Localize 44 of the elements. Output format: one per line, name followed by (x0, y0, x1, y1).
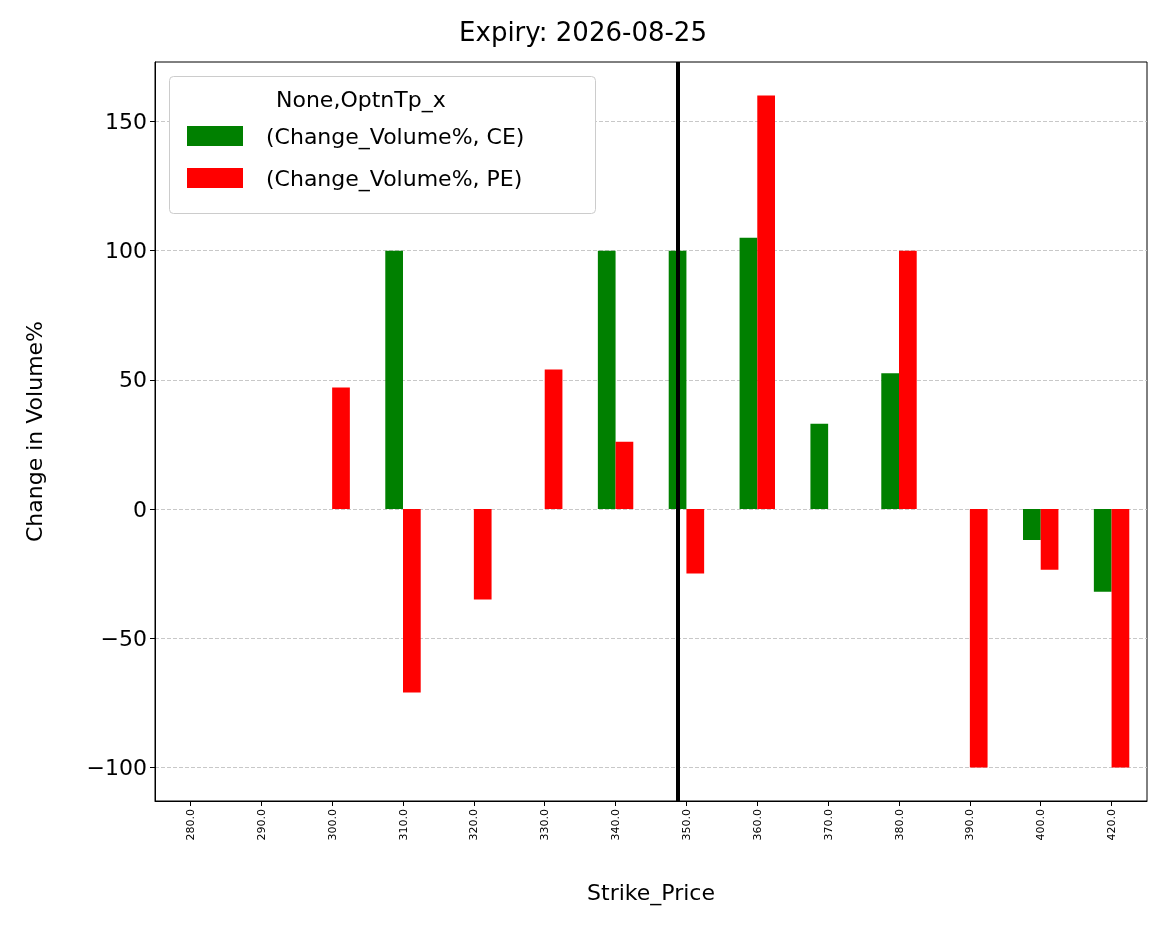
bar (1111, 509, 1130, 768)
x-tick-label: 380.0 (892, 809, 906, 841)
y-tick-label: 0 (133, 496, 147, 522)
bar (1040, 509, 1059, 570)
bar (969, 509, 988, 768)
y-tick-label: 100 (105, 238, 147, 264)
x-tick-label: 310.0 (396, 809, 410, 841)
x-tick-label: 360.0 (750, 809, 764, 841)
bar (403, 509, 421, 693)
x-tick-label: 350.0 (679, 809, 693, 841)
y-tick-label: 150 (105, 108, 147, 134)
x-tick-label: 300.0 (325, 809, 339, 841)
x-tick-label: 280.0 (183, 809, 197, 841)
bar (739, 237, 758, 510)
legend-title: None,OptnTp_x (276, 86, 446, 113)
bar (881, 373, 899, 510)
bar (899, 250, 917, 510)
x-tick-label: 330.0 (538, 809, 552, 841)
x-tick-label: 390.0 (963, 809, 977, 841)
bar (1093, 509, 1112, 592)
bar (544, 369, 563, 510)
legend-label: (Change_Volume%, CE) (266, 123, 525, 150)
x-tick-label: 370.0 (821, 809, 835, 841)
x-tick-label: 320.0 (467, 809, 481, 841)
x-tick-label: 290.0 (254, 809, 268, 841)
x-tick-label: 420.0 (1105, 809, 1119, 841)
bar (473, 509, 492, 600)
bar (810, 423, 829, 510)
bar (1023, 509, 1041, 541)
x-tick-label: 340.0 (609, 809, 623, 841)
bar (757, 95, 775, 510)
bar (615, 441, 634, 510)
x-axis-title: Strike_Price (587, 879, 715, 906)
bar (597, 250, 616, 510)
bar (686, 509, 705, 574)
y-tick-label: 50 (119, 367, 147, 393)
y-axis-title: Change in Volume% (21, 321, 47, 542)
chart-title: Expiry: 2026-08-25 (459, 17, 707, 47)
bar (332, 387, 350, 510)
y-tick-label: −100 (86, 754, 147, 780)
bar (385, 250, 403, 510)
x-tick-label: 400.0 (1034, 809, 1048, 841)
y-tick-label: −50 (100, 625, 147, 651)
legend-label: (Change_Volume%, PE) (266, 165, 523, 192)
